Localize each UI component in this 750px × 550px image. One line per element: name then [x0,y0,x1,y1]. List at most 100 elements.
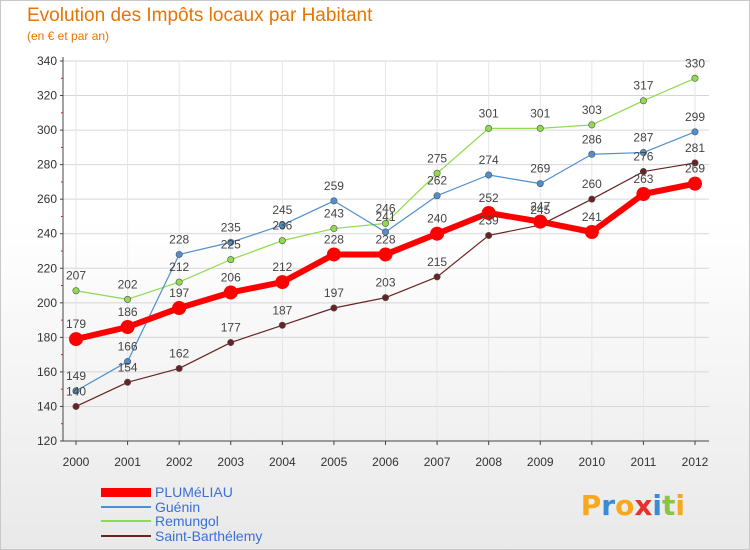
data-label: 149 [66,369,86,383]
data-point [378,247,393,262]
data-point [588,121,596,129]
logo-letter: o [615,489,635,522]
legend-label: PLUMéLIAU [155,484,233,500]
data-label: 241 [375,210,395,224]
legend-label: Saint-Barthélemy [155,527,263,544]
data-label: 212 [272,260,292,274]
y-tick-label: 160 [37,365,57,379]
data-label: 236 [272,219,292,233]
proxiti-logo: Proxiti [581,489,685,522]
data-label: 275 [427,151,447,165]
data-label: 246 [375,201,395,215]
data-point [433,273,441,281]
x-tick-label: 2011 [631,455,657,469]
data-point [69,332,83,347]
data-label: 187 [272,303,292,317]
data-label: 269 [685,162,705,176]
data-point [175,278,183,286]
data-label: 287 [633,131,653,145]
data-label: 299 [685,110,705,124]
data-point [433,192,441,200]
data-point [485,231,493,239]
logo-letter: i [675,489,685,522]
data-label: 202 [118,277,138,291]
data-point [223,285,238,300]
legend-item-remungol: Remungol [101,514,262,529]
logo-letter: P [580,489,602,522]
logo-letter: i [652,489,662,522]
data-point [536,180,544,188]
data-label: 228 [169,232,189,246]
legend-item-guenin: Guénin [101,498,262,515]
data-point [124,295,132,303]
logo-letter: x [634,489,653,522]
data-point [72,287,80,295]
data-point [120,320,135,334]
y-tick-label: 140 [37,399,57,413]
data-label: 263 [633,172,653,186]
data-point [430,226,445,241]
y-tick-label: 200 [37,296,57,310]
data-label: 317 [633,79,653,93]
data-label: 245 [272,203,292,217]
data-point [227,256,235,264]
data-label: 247 [530,200,550,214]
data-point [485,124,493,132]
data-point [175,364,183,372]
x-tick-label: 2000 [63,455,90,469]
data-label: 177 [221,321,241,335]
data-point [381,219,389,227]
data-point [639,168,647,176]
data-point [533,214,548,229]
data-point [124,378,132,386]
data-point [691,128,699,136]
data-point [691,159,699,167]
data-point [688,176,702,191]
logo-letter: r [601,489,616,522]
data-label: 186 [118,305,138,319]
data-label: 215 [427,255,447,269]
legend-swatch [101,534,151,537]
data-point [275,275,290,290]
x-tick-label: 2009 [527,455,554,469]
data-label: 243 [324,207,344,221]
data-label: 239 [479,213,499,227]
legend-label: Guénin [155,498,201,515]
data-label: 240 [427,212,447,226]
data-label: 197 [169,286,189,300]
legend-swatch [101,520,151,523]
data-label: 166 [118,340,138,354]
data-label: 330 [685,56,705,70]
chart-subtitle: (en € et par an) [27,29,110,43]
data-point [175,250,183,258]
data-point [72,387,80,395]
data-label: 286 [582,132,602,146]
data-label: 269 [530,162,550,176]
data-point [588,195,596,203]
data-label: 235 [221,220,241,234]
data-point [278,321,286,329]
data-point [330,197,338,205]
data-point [227,238,235,246]
y-tick-label: 320 [37,89,57,103]
data-point [485,171,493,179]
x-tick-label: 2001 [114,455,141,469]
chart-title: Evolution des Impôts locaux par Habitant [27,5,373,26]
x-tick-label: 2004 [269,455,296,469]
data-point [691,74,699,82]
data-label: 206 [221,270,241,284]
legend-item-plumeliau: PLUMéLIAU [101,485,262,500]
data-label: 303 [582,103,602,117]
data-point [636,187,651,201]
data-label: 197 [324,286,344,300]
data-label: 225 [221,238,241,252]
x-tick-label: 2007 [424,455,451,469]
data-label: 228 [375,232,395,246]
data-point [278,221,286,229]
data-point [124,358,132,366]
data-point [278,237,286,245]
data-label: 154 [118,360,138,374]
data-point [227,339,235,347]
